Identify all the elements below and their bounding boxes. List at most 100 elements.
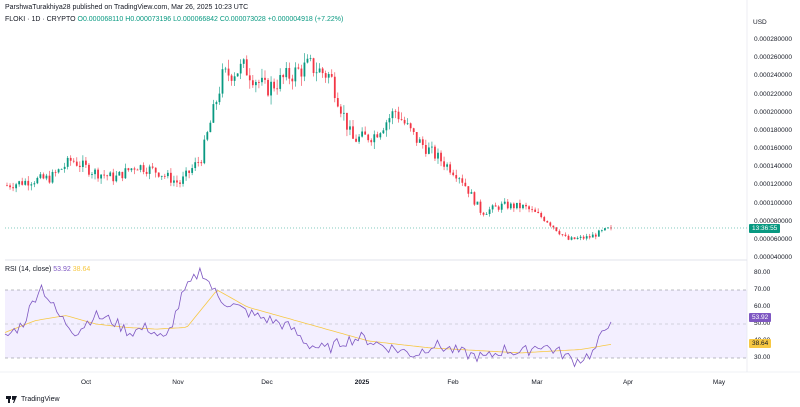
tradingview-logo[interactable]: TradingView <box>6 396 60 403</box>
rsi-legend-ma: 38.64 <box>72 266 91 273</box>
candle-body <box>215 102 218 105</box>
candle-body <box>327 74 330 78</box>
candle-body <box>528 206 530 210</box>
candle-body <box>503 201 506 204</box>
currency-label[interactable]: USD <box>753 19 767 26</box>
candle-body <box>18 181 21 185</box>
candle-body <box>182 176 184 184</box>
candle-body <box>494 205 497 207</box>
candle-body <box>412 128 415 133</box>
rsi-ma-tag: 38.64 <box>749 339 772 348</box>
candle-body <box>230 75 233 81</box>
candle-body <box>361 131 364 137</box>
candle-body <box>145 171 148 174</box>
candle-body <box>176 180 178 183</box>
candle-body <box>169 172 172 183</box>
candle-body <box>434 146 436 159</box>
candle-body <box>604 228 606 231</box>
candle-body <box>479 201 482 213</box>
candle-body <box>303 62 306 77</box>
candle-body <box>552 225 555 228</box>
candle-body <box>273 81 275 89</box>
candle-body <box>179 182 181 184</box>
candle-body <box>267 79 269 96</box>
candle-body <box>591 234 594 238</box>
candle-body <box>154 167 157 173</box>
candle-body <box>97 169 99 179</box>
candle-body <box>173 180 175 183</box>
candle-body <box>373 134 376 143</box>
rsi-value-tag: 53.92 <box>749 313 772 322</box>
price-tick-label: 0.000280000 <box>754 36 792 43</box>
candle-body <box>6 185 8 187</box>
candle-body <box>21 181 24 185</box>
candle-body <box>33 183 36 185</box>
candle-body <box>443 161 445 167</box>
candle-body <box>421 139 424 145</box>
candle-body <box>336 98 339 107</box>
candle-body <box>491 205 494 210</box>
time-tick-label: 2025 <box>354 379 370 386</box>
candle-body <box>261 77 263 83</box>
tradingview-logo-icon <box>6 396 18 403</box>
candle-body <box>346 112 348 130</box>
candle-body <box>15 184 18 189</box>
candle-body <box>121 171 124 179</box>
rsi-tick-label: 60.00 <box>754 303 771 310</box>
candle-body <box>537 211 540 214</box>
candle-body <box>522 204 524 209</box>
candle-body <box>488 209 491 214</box>
candle-body <box>355 138 357 142</box>
candle-body <box>543 217 546 222</box>
candle-body <box>258 81 260 83</box>
candle-body <box>91 174 93 175</box>
candle-body <box>324 73 327 78</box>
rsi-legend[interactable]: RSI (14, close) 53.92 38.64 <box>5 266 90 273</box>
symbol-legend[interactable]: FLOKI · 1D · CRYPTO O0.000068110 H0.0000… <box>5 16 343 23</box>
candle-body <box>36 177 39 184</box>
candle-body <box>166 172 169 177</box>
candle-body <box>561 234 564 236</box>
candle-body <box>509 203 512 209</box>
countdown-tag: 13:36:55 <box>749 224 781 233</box>
candle-body <box>66 157 69 167</box>
candle-body <box>467 186 470 194</box>
candle-body <box>151 166 154 168</box>
candle-body <box>27 180 30 186</box>
candle-body <box>497 206 500 210</box>
candle-body <box>367 134 370 141</box>
candle-body <box>294 67 297 82</box>
price-tick-label: 0.000220000 <box>754 90 792 98</box>
candle-body <box>415 132 418 143</box>
candle-body <box>464 182 467 187</box>
candle-body <box>81 160 84 168</box>
candle-body <box>291 78 294 82</box>
candle-body <box>309 58 312 60</box>
time-tick-label: Oct <box>80 379 92 386</box>
candle-body <box>245 59 248 76</box>
time-tick-label: May <box>712 379 726 386</box>
candle-body <box>42 174 45 179</box>
candle-body <box>385 122 388 131</box>
candle-body <box>224 68 227 70</box>
candle-body <box>212 104 215 123</box>
candle-body <box>397 111 400 120</box>
candle-body <box>279 75 282 89</box>
candle-body <box>558 231 561 235</box>
candle-body <box>379 133 382 138</box>
candles-layer <box>6 53 612 241</box>
ohlc-open: O0.000068110 <box>77 16 124 23</box>
candle-body <box>112 172 115 182</box>
price-tick-label: 0.000260000 <box>754 54 792 62</box>
candle-body <box>394 111 397 113</box>
candle-body <box>418 139 421 143</box>
ohlc-close: C0.000073028 <box>219 16 266 23</box>
price-tick-label: 0.000100000 <box>754 199 792 207</box>
candle-body <box>142 165 145 172</box>
candle-body <box>431 146 433 148</box>
candle-body <box>191 168 194 173</box>
price-tick-label: 0.000160000 <box>754 145 792 152</box>
candle-body <box>39 174 42 178</box>
candle-body <box>540 213 543 218</box>
